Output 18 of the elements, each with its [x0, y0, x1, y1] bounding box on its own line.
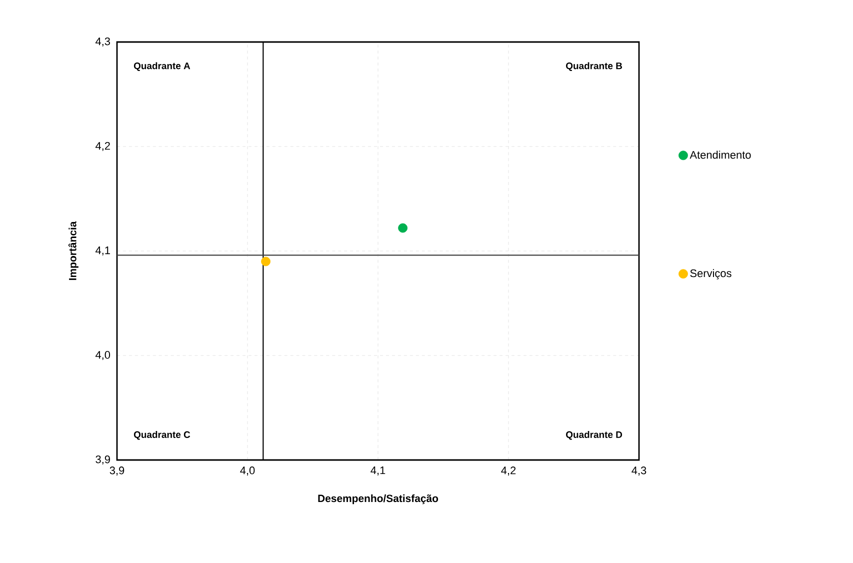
y-tick-label: 4,2	[95, 142, 110, 152]
y-tick-label: 4,1	[95, 246, 110, 256]
x-tick-label: 4,3	[632, 466, 646, 476]
x-tick-label: 4,1	[370, 466, 386, 476]
y-tick-label: 4,3	[95, 37, 110, 47]
annotation: Quadrante B	[566, 62, 622, 71]
x-axis-title: Desempenho/Satisfação	[318, 494, 438, 504]
annotation: Quadrante C	[134, 431, 190, 440]
legend-label: Atendimento	[690, 150, 751, 159]
x-tick-label: 4,0	[240, 466, 255, 476]
x-tick-label: 4,2	[501, 466, 516, 476]
annotation: Quadrante D	[566, 431, 622, 440]
y-tick-label: 3,9	[96, 455, 110, 465]
legend-label: Serviços	[690, 269, 732, 280]
y-tick-label: 4,0	[95, 350, 110, 360]
y-axis-title: Importância	[68, 221, 78, 280]
annotation: Quadrante A	[134, 62, 190, 71]
x-tick-label: 3,9	[110, 466, 124, 476]
